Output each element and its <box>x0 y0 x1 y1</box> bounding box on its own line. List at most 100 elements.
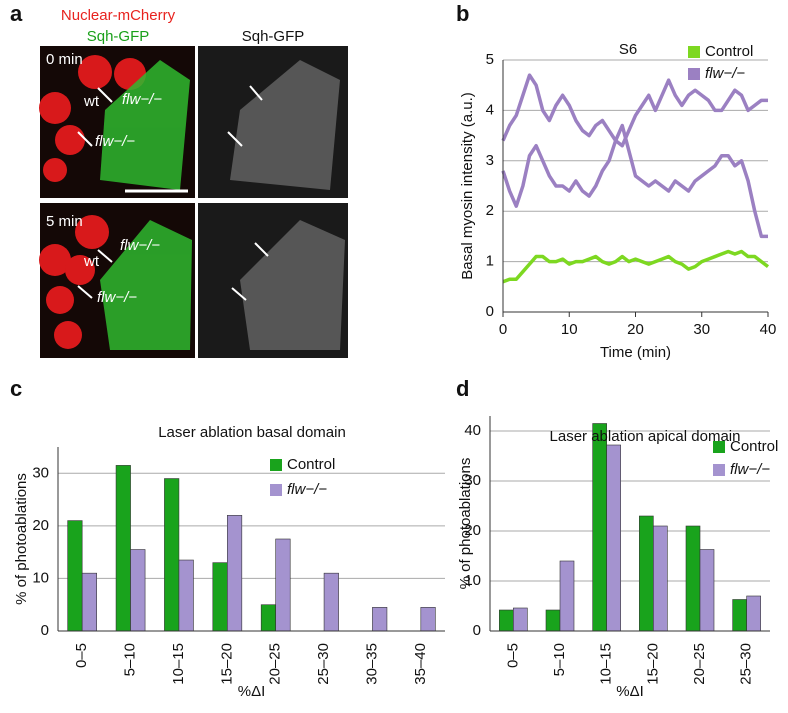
panel-label: a <box>10 1 23 26</box>
bar <box>685 525 701 632</box>
legend-label: flw−/− <box>287 481 327 498</box>
bar <box>746 595 761 632</box>
y-tick-label: 30 <box>464 472 481 489</box>
legend-label: flw−/− <box>705 65 745 82</box>
time-label: 5 min <box>46 213 83 230</box>
x-tick-label: 20–25 <box>691 643 708 685</box>
bar <box>639 515 654 632</box>
y-tick-label: 20 <box>32 517 49 534</box>
x-tick-label: 0–5 <box>504 643 521 668</box>
legend-label: Control <box>705 43 753 60</box>
data-line <box>501 123 768 239</box>
x-tick-label: 0 <box>499 321 507 338</box>
x-tick-label: 10 <box>561 321 578 338</box>
header: Sqh-GFP <box>242 28 305 45</box>
y-tick-label: 4 <box>486 101 494 118</box>
x-tick-label: 5–10 <box>551 643 568 676</box>
panel-label: c <box>10 376 22 401</box>
legend-swatch <box>713 464 725 476</box>
bar <box>212 562 228 632</box>
bar <box>372 607 388 632</box>
bar <box>81 572 97 632</box>
y-axis-label: % of photoablations <box>13 473 30 605</box>
header: Sqh-GFP <box>87 28 150 45</box>
x-tick-label: 40 <box>760 321 777 338</box>
gfp <box>100 60 192 350</box>
bar <box>592 423 607 632</box>
x-tick-label: 10–15 <box>598 643 615 685</box>
legend-swatch <box>713 441 725 453</box>
x-tick-label: 20–25 <box>267 643 284 685</box>
x-tick-label: 10–15 <box>170 643 187 685</box>
x-tick-label: 35–40 <box>412 643 429 685</box>
data-line <box>502 249 770 284</box>
x-axis-label: %ΔI <box>238 683 266 700</box>
bar <box>260 604 276 632</box>
bar <box>499 609 514 632</box>
gfp-gray <box>230 60 345 350</box>
panel-label: d <box>456 376 469 401</box>
genotype-label: flw−/− <box>120 237 160 254</box>
bar <box>513 607 528 632</box>
legend-swatch <box>270 484 282 496</box>
legend-swatch <box>688 68 700 80</box>
genotype-label: wt <box>83 253 100 270</box>
legend-label: Control <box>287 456 335 473</box>
genotype-label: flw−/− <box>97 289 137 306</box>
x-tick-label: 15–20 <box>644 643 661 685</box>
arrows <box>77 85 269 301</box>
panel-label: b <box>456 1 469 26</box>
bar <box>130 549 146 632</box>
chart-title: Laser ablation apical domain <box>550 428 741 445</box>
x-tick-label: 25–30 <box>315 643 332 685</box>
x-tick-label: 20 <box>627 321 644 338</box>
bar <box>178 559 194 632</box>
bar <box>653 525 668 632</box>
y-tick-label: 0 <box>473 622 481 639</box>
x-axis-label: Time (min) <box>600 344 671 361</box>
legend-label: Control <box>730 438 778 455</box>
genotype-label: wt <box>83 93 100 110</box>
y-tick-label: 40 <box>464 422 481 439</box>
panel-a: Nuclear-mCherry Sqh-GFP Sqh-GFP 0 min wt… <box>39 7 348 358</box>
bar <box>227 515 243 632</box>
y-tick-label: 10 <box>464 572 481 589</box>
y-tick-label: 5 <box>486 51 494 68</box>
x-tick-label: 5–10 <box>122 643 139 676</box>
x-tick-label: 15–20 <box>218 643 235 685</box>
y-tick-label: 3 <box>486 152 494 169</box>
chart-title: Laser ablation basal domain <box>158 424 346 441</box>
y-tick-label: 1 <box>486 253 494 270</box>
bar <box>559 560 575 632</box>
x-tick-label: 0–5 <box>73 643 90 668</box>
y-tick-label: 10 <box>32 569 49 586</box>
y-tick-label: 0 <box>41 622 49 639</box>
y-tick-label: 0 <box>486 303 494 320</box>
bar <box>164 478 180 632</box>
bar <box>420 607 436 632</box>
bar <box>323 572 339 632</box>
x-tick-label: 30 <box>693 321 710 338</box>
y-tick-label: 2 <box>486 202 494 219</box>
legend-swatch <box>688 46 700 58</box>
header: Nuclear-mCherry <box>61 7 176 24</box>
y-tick-label: 30 <box>32 464 49 481</box>
bar <box>699 549 715 632</box>
y-axis-label: % of photoablations <box>457 458 474 590</box>
legend-swatch <box>270 459 282 471</box>
data-line <box>501 73 768 148</box>
bar <box>606 444 621 632</box>
x-tick-label: 25–30 <box>738 643 755 685</box>
time-label: 0 min <box>46 51 83 68</box>
genotype-label: flw−/− <box>95 133 135 150</box>
genotype-label: flw−/− <box>122 91 162 108</box>
nuclei <box>39 55 146 349</box>
x-axis-label: %ΔI <box>616 683 644 700</box>
legend-label: flw−/− <box>730 461 770 478</box>
y-tick-label: 20 <box>464 522 481 539</box>
bar <box>275 538 291 632</box>
bar <box>732 599 747 632</box>
bar <box>115 465 131 632</box>
chart-title: S6 <box>619 41 637 58</box>
